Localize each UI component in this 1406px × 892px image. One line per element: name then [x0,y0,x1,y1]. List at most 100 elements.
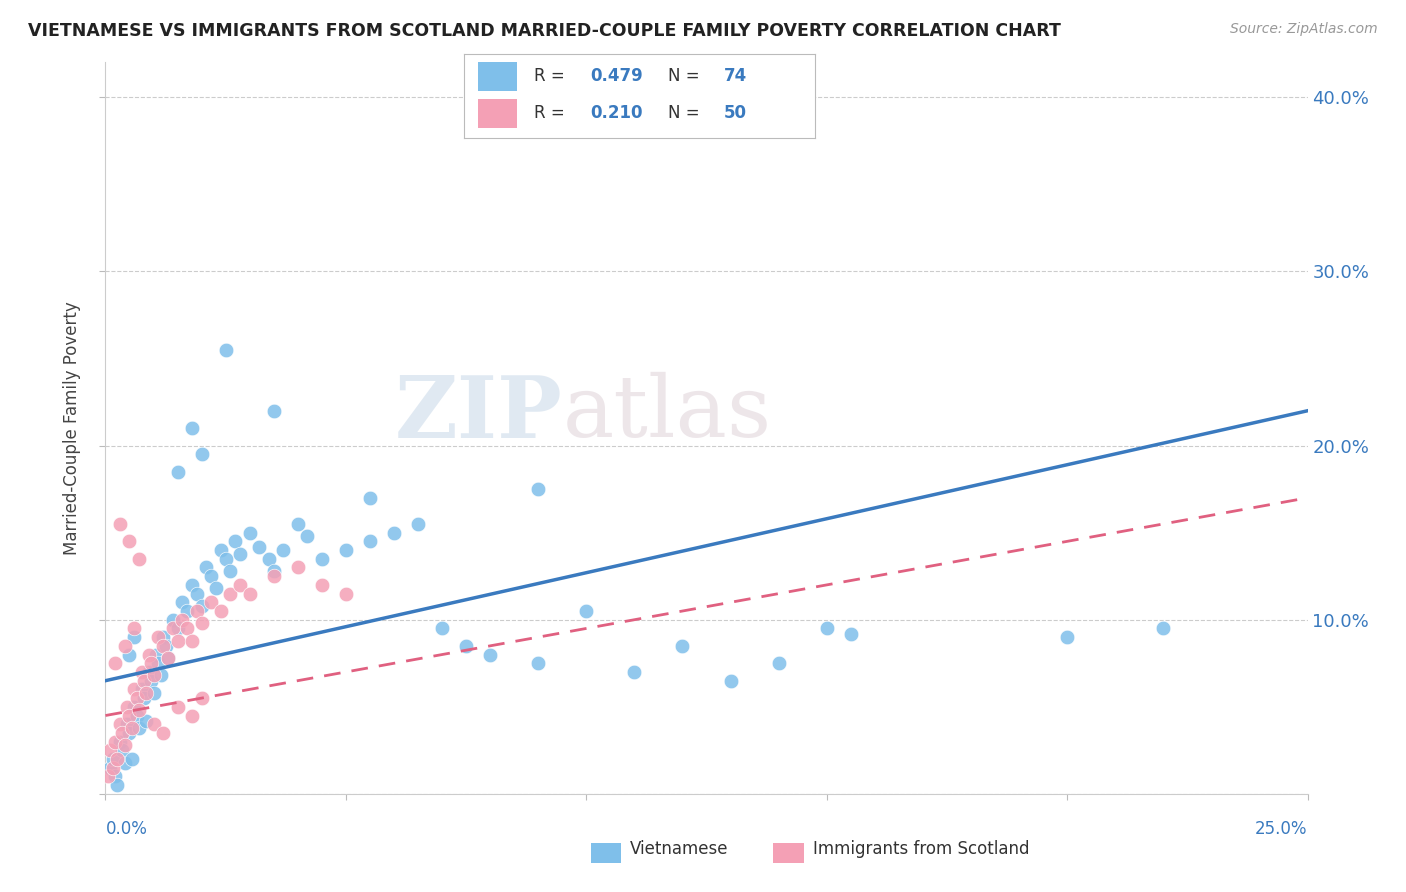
Point [527,657,550,671]
FancyBboxPatch shape [478,99,517,128]
Point [166,633,188,648]
Text: 0.479: 0.479 [591,68,644,86]
Point [118,534,141,549]
Point [124,630,146,644]
Point [181,578,204,592]
Point [671,639,693,653]
Point [118,726,141,740]
Point [156,651,179,665]
Point [152,630,174,644]
Point [172,613,194,627]
Point [101,761,124,775]
Point [195,560,218,574]
Point [162,613,184,627]
Point [124,622,146,636]
Point [430,622,453,636]
Point [1056,630,1078,644]
Point [297,529,319,543]
Text: R =: R = [534,103,571,122]
Point [104,769,127,783]
Point [128,703,150,717]
Point [114,756,136,770]
Point [454,639,477,653]
Point [768,657,790,671]
Point [209,604,232,618]
Point [815,622,838,636]
Point [1152,622,1174,636]
Text: N =: N = [668,68,704,86]
Point [131,682,153,697]
Point [247,540,270,554]
Point [125,691,148,706]
Text: Immigrants from Scotland: Immigrants from Scotland [813,840,1029,858]
Point [135,714,157,728]
Point [124,682,146,697]
Point [190,691,212,706]
Point [263,403,285,417]
Point [114,738,136,752]
Point [108,717,131,731]
Point [239,586,262,600]
Point [115,699,138,714]
Point [575,604,598,618]
Point [107,778,129,792]
Text: ZIP: ZIP [395,372,562,456]
Point [335,543,357,558]
Point [479,648,502,662]
Point [139,673,162,688]
Point [186,586,208,600]
Point [131,665,153,679]
Point [176,604,198,618]
Point [239,525,262,540]
Point [118,708,141,723]
Point [111,743,134,757]
Point [623,665,645,679]
Point [98,743,121,757]
Point [263,564,285,578]
Point [142,717,165,731]
Text: 25.0%: 25.0% [1256,820,1308,838]
Point [156,651,179,665]
Point [219,586,242,600]
Point [229,578,252,592]
Text: 0.0%: 0.0% [105,820,148,838]
Text: 50: 50 [724,103,747,122]
Point [166,465,188,479]
Point [166,699,188,714]
Y-axis label: Married-Couple Family Poverty: Married-Couple Family Poverty [63,301,82,555]
Text: N =: N = [668,103,704,122]
Point [229,547,252,561]
Point [145,648,167,662]
Point [311,551,333,566]
Point [205,582,228,596]
Point [152,726,174,740]
Point [155,639,177,653]
Point [162,622,184,636]
Point [149,668,172,682]
Point [166,622,188,636]
Point [148,657,170,671]
Point [224,534,246,549]
Point [172,595,194,609]
Text: Source: ZipAtlas.com: Source: ZipAtlas.com [1230,22,1378,37]
Point [128,551,150,566]
Point [335,586,357,600]
Text: VIETNAMESE VS IMMIGRANTS FROM SCOTLAND MARRIED-COUPLE FAMILY POVERTY CORRELATION: VIETNAMESE VS IMMIGRANTS FROM SCOTLAND M… [28,22,1062,40]
Point [135,686,157,700]
Point [132,691,155,706]
Point [181,708,204,723]
Point [406,516,429,531]
Point [148,630,170,644]
Point [190,599,212,613]
Point [527,482,550,496]
Point [107,752,129,766]
Point [176,622,198,636]
Point [114,639,136,653]
Point [287,516,309,531]
Point [121,721,143,735]
Text: atlas: atlas [562,372,772,455]
Point [720,673,742,688]
Point [138,648,160,662]
Text: 74: 74 [724,68,748,86]
Point [190,616,212,631]
